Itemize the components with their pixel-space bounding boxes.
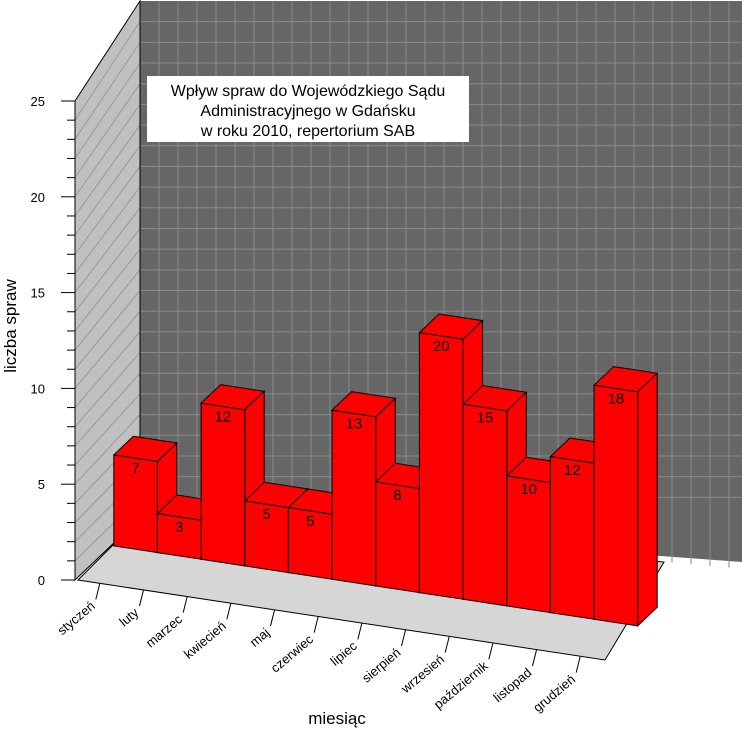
gridline-side (74, 414, 141, 485)
data-label: 12 (215, 409, 232, 426)
x-tick-label: kwiecień (181, 618, 229, 662)
y-tick-label: 5 (38, 477, 45, 492)
data-label: 20 (433, 338, 450, 355)
bar-grudzień: 18 (593, 366, 659, 628)
title-line-1: Wpływ spraw do Wojewódzkiego Sądu (171, 83, 446, 100)
bar-front (549, 456, 595, 620)
bar-front (462, 403, 508, 607)
x-tick-label: lipiec (327, 638, 360, 669)
gridline-side (74, 331, 141, 408)
gridline-side (74, 145, 141, 236)
x-tick (575, 656, 581, 673)
x-tick (182, 596, 188, 613)
bar-front (593, 384, 639, 627)
gridline-side (74, 269, 141, 351)
x-tick (444, 636, 450, 653)
x-tick (95, 583, 101, 600)
x-tick (139, 589, 144, 607)
title-background (147, 76, 469, 142)
x-tick (488, 643, 494, 660)
gridline-side (74, 166, 141, 255)
y-tick-label: 25 (31, 94, 45, 109)
data-label: 3 (175, 519, 183, 536)
data-label: 7 (131, 460, 139, 477)
gridline-side (74, 104, 141, 198)
x-tick (313, 616, 319, 633)
gridline-side (74, 228, 141, 313)
x-tick (357, 623, 363, 640)
gridline-side (74, 352, 141, 428)
x-tick (532, 649, 537, 667)
title-line-2: Administracyjnego w Gdańsku (200, 103, 415, 120)
x-tick-label: listopad (490, 665, 534, 705)
data-label: 12 (564, 462, 581, 479)
gridline-side (74, 290, 141, 370)
bar-front (418, 332, 464, 600)
y-tick-label: 20 (31, 190, 45, 205)
x-tick-label: sierpień (359, 645, 404, 686)
bar-front (113, 454, 158, 554)
data-label: 5 (262, 506, 270, 523)
gridline-side (74, 310, 141, 389)
gridline-side (74, 248, 141, 332)
bar-front (331, 409, 377, 587)
x-tick (226, 603, 232, 620)
bar-front (200, 402, 246, 567)
data-label: 5 (306, 513, 314, 530)
y-tick-label: 0 (38, 573, 45, 588)
gridline-side (74, 83, 141, 178)
x-tick-label: marzec (143, 611, 186, 650)
data-label: 15 (477, 410, 494, 427)
chart-title: Wpływ spraw do Wojewódzkiego Sądu Admini… (147, 76, 469, 142)
x-tick-label: maj (247, 625, 273, 650)
x-tick-label: wrzesień (397, 652, 447, 697)
x-axis-title: miesiąc (308, 709, 366, 728)
data-label: 8 (393, 487, 401, 504)
x-tick-label: luty (116, 604, 142, 629)
y-tick-label: 10 (31, 381, 45, 396)
gridline-side (74, 62, 141, 159)
y-axis: 0 5 10 15 20 25 (31, 94, 76, 588)
title-line-3: w roku 2010, repertorium SAB (200, 123, 415, 140)
x-tick-label: styczeń (54, 598, 97, 638)
bars-group: 7 3 12 5 5 13 8 20 15 10 12 18 (112, 313, 659, 628)
x-tick-label: grudzień (530, 672, 578, 716)
gridline-side (74, 207, 141, 293)
gridline-side (74, 393, 141, 466)
x-tick-label: czerwiec (268, 631, 317, 675)
data-label: 18 (608, 391, 625, 408)
x-tick (270, 609, 275, 627)
y-tick-label: 15 (31, 286, 45, 301)
bar-side (637, 372, 658, 628)
data-label: 10 (520, 481, 537, 498)
data-label: 13 (346, 416, 363, 433)
gridline-side (74, 372, 141, 447)
y-axis-title: liczba spraw (1, 279, 20, 373)
x-tick (401, 629, 406, 647)
gridline-side (74, 124, 141, 217)
gridline-side (74, 42, 141, 140)
gridline-side (74, 186, 141, 274)
gridline-side (74, 21, 141, 121)
